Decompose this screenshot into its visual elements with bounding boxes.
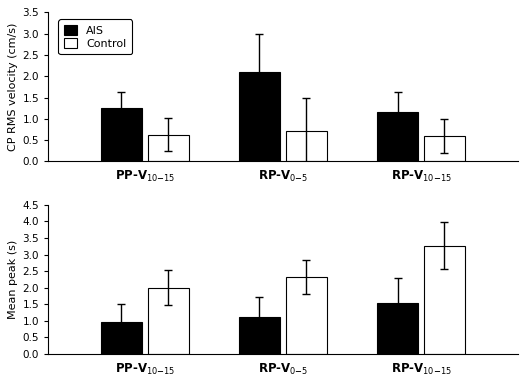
Bar bbox=[286, 277, 327, 354]
Bar bbox=[148, 288, 189, 354]
Bar bbox=[239, 72, 280, 161]
Bar bbox=[239, 317, 280, 354]
Bar bbox=[377, 303, 418, 354]
Bar bbox=[424, 246, 465, 354]
Bar bbox=[424, 136, 465, 161]
Bar bbox=[286, 131, 327, 161]
Bar bbox=[100, 108, 142, 161]
Bar bbox=[100, 323, 142, 354]
Y-axis label: CP RMS velocity (cm/s): CP RMS velocity (cm/s) bbox=[8, 23, 18, 151]
Bar bbox=[377, 112, 418, 161]
Legend: AIS, Control: AIS, Control bbox=[58, 19, 132, 54]
Bar bbox=[148, 135, 189, 161]
Y-axis label: Mean peak (s): Mean peak (s) bbox=[8, 240, 18, 319]
